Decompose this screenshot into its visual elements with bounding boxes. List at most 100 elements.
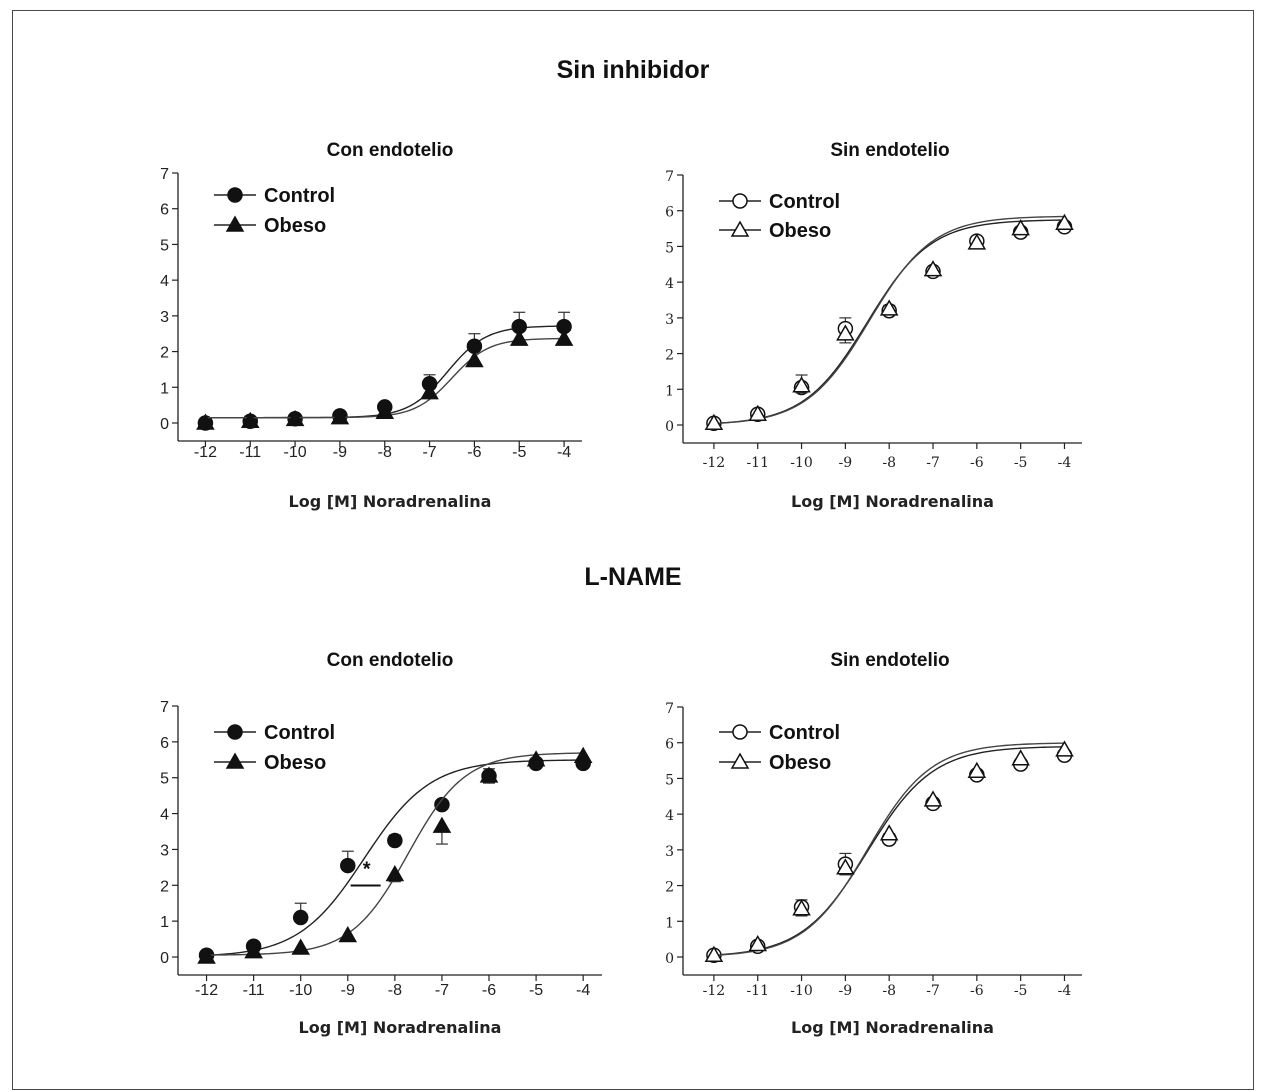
data-point-obeso bbox=[330, 408, 350, 425]
series-control bbox=[198, 755, 591, 963]
data-point-obeso bbox=[879, 299, 899, 316]
chart-sin-inhibidor-con-endotelio: Con endotelio 0 1 2 3 4 5 6 7 -12 -11 -10 -9 -8 -7 -6 -5… bbox=[160, 140, 582, 511]
x-tick-label: -6 bbox=[482, 982, 496, 999]
x-tick-label: -10 bbox=[284, 444, 307, 461]
data-point-obeso bbox=[509, 329, 529, 346]
legend-label-obeso: Obeso bbox=[264, 215, 326, 237]
y-tick-label: 7 bbox=[160, 166, 169, 183]
fit-curve-obeso bbox=[206, 752, 584, 956]
y-tick-label: 0 bbox=[160, 950, 169, 967]
x-tick-label: -12 bbox=[703, 983, 726, 999]
data-point-obeso bbox=[420, 383, 439, 400]
x-tick-label: -11 bbox=[746, 455, 769, 471]
x-tick-label: -10 bbox=[790, 983, 813, 999]
data-point-obeso bbox=[526, 750, 546, 767]
x-tick-label: -6 bbox=[970, 983, 984, 999]
data-point-control bbox=[340, 857, 356, 874]
x-axis: -12 -11 -10 -9 -8 -7 -6 -5 -4 bbox=[178, 440, 582, 461]
x-tick-label: -11 bbox=[239, 444, 261, 461]
series-obeso bbox=[704, 740, 1074, 962]
x-tick-label: -12 bbox=[195, 982, 218, 999]
data-point-obeso bbox=[1011, 749, 1030, 766]
data-point-obeso bbox=[836, 858, 855, 875]
x-axis: -12 -11 -10 -9 -8 -7 -6 -5 -4 bbox=[178, 974, 602, 999]
legend-marker-obeso bbox=[730, 220, 750, 237]
legend: Control Obeso bbox=[214, 722, 335, 774]
fit-curve-obeso bbox=[713, 215, 1065, 425]
y-tick-label: 6 bbox=[665, 205, 674, 221]
data-point-obeso bbox=[748, 404, 768, 422]
y-tick-label: 6 bbox=[665, 737, 674, 753]
data-point-control bbox=[434, 796, 450, 813]
data-point-control bbox=[387, 832, 403, 849]
data-point-obeso bbox=[792, 376, 811, 393]
data-point-obeso bbox=[879, 824, 899, 841]
y-tick-label: 2 bbox=[665, 880, 674, 896]
x-tick-label: -8 bbox=[388, 982, 402, 999]
legend-marker-control bbox=[227, 724, 243, 740]
x-tick-label: -5 bbox=[1014, 983, 1028, 999]
data-point-obeso bbox=[923, 260, 943, 277]
y-tick-label: 3 bbox=[665, 844, 674, 860]
legend: Control Obeso bbox=[214, 185, 335, 237]
y-tick-label: 3 bbox=[665, 312, 674, 328]
section-title-sin-inhibidor: Sin inhibidor bbox=[556, 56, 710, 84]
y-tick-label: 1 bbox=[160, 380, 169, 397]
x-tick-label: -4 bbox=[576, 982, 590, 999]
data-point-obeso bbox=[479, 766, 499, 783]
chart-title: Sin endotelio bbox=[830, 140, 949, 161]
x-tick-label: -4 bbox=[1058, 455, 1072, 471]
data-point-obeso bbox=[244, 942, 263, 959]
data-point-obeso bbox=[285, 409, 305, 427]
y-tick-label: 2 bbox=[665, 348, 674, 364]
series-obeso bbox=[704, 213, 1074, 430]
x-tick-label: -9 bbox=[341, 982, 355, 999]
y-tick-label: 4 bbox=[665, 276, 674, 292]
legend-marker-control bbox=[732, 193, 748, 209]
data-point-obeso bbox=[704, 413, 724, 430]
x-tick-label: -5 bbox=[512, 444, 526, 461]
x-tick-label: -12 bbox=[194, 444, 217, 461]
y-tick-label: 7 bbox=[665, 701, 674, 717]
x-tick-label: -6 bbox=[467, 444, 481, 461]
x-axis-label: Log [M] Noradrenalina bbox=[299, 1018, 502, 1037]
y-tick-label: 1 bbox=[665, 383, 674, 399]
legend-marker-control bbox=[227, 187, 243, 203]
x-axis-label: Log [M] Noradrenalina bbox=[791, 492, 994, 511]
data-point-obeso bbox=[385, 865, 405, 882]
y-tick-label: 4 bbox=[160, 807, 169, 824]
data-point-obeso bbox=[967, 761, 987, 779]
legend-label-obeso: Obeso bbox=[769, 752, 831, 774]
data-point-obeso bbox=[836, 324, 855, 341]
fit-curve-obeso bbox=[713, 742, 1065, 957]
chart-title: Con endotelio bbox=[327, 650, 454, 671]
legend-marker-obeso bbox=[730, 752, 750, 769]
data-point-obeso bbox=[291, 938, 310, 955]
y-tick-label: 2 bbox=[160, 345, 169, 362]
fit-curve-control bbox=[713, 746, 1065, 956]
chart-title: Con endotelio bbox=[327, 140, 454, 161]
data-point-obeso bbox=[704, 945, 724, 962]
y-tick-label: 1 bbox=[665, 915, 674, 931]
chart-sin-inhibidor-sin-endotelio: Sin endotelio 0 1 2 3 4 5 6 7 -12 -11 -10 -9 -8 -7 -6 -5… bbox=[665, 140, 1082, 511]
legend-label-control: Control bbox=[769, 722, 840, 744]
data-point-obeso bbox=[1055, 740, 1074, 757]
y-axis: 0 1 2 3 4 5 6 7 bbox=[665, 169, 684, 443]
y-tick-label: 3 bbox=[160, 842, 169, 859]
y-tick-label: 1 bbox=[160, 914, 169, 931]
series-obeso bbox=[196, 329, 574, 430]
data-point-obeso bbox=[338, 925, 358, 943]
legend: Control Obeso bbox=[719, 722, 840, 774]
x-tick-label: -8 bbox=[882, 983, 896, 999]
significance-asterisk: * bbox=[363, 858, 371, 880]
data-point-obeso bbox=[465, 350, 484, 368]
legend-label-control: Control bbox=[264, 722, 335, 744]
data-point-control bbox=[292, 909, 309, 926]
fit-curve-control bbox=[206, 759, 584, 957]
x-tick-label: -7 bbox=[435, 982, 449, 999]
x-tick-label: -5 bbox=[529, 982, 543, 999]
y-tick-label: 0 bbox=[160, 416, 169, 433]
series-control bbox=[706, 219, 1073, 431]
x-tick-label: -9 bbox=[839, 983, 853, 999]
y-tick-label: 6 bbox=[160, 735, 169, 752]
